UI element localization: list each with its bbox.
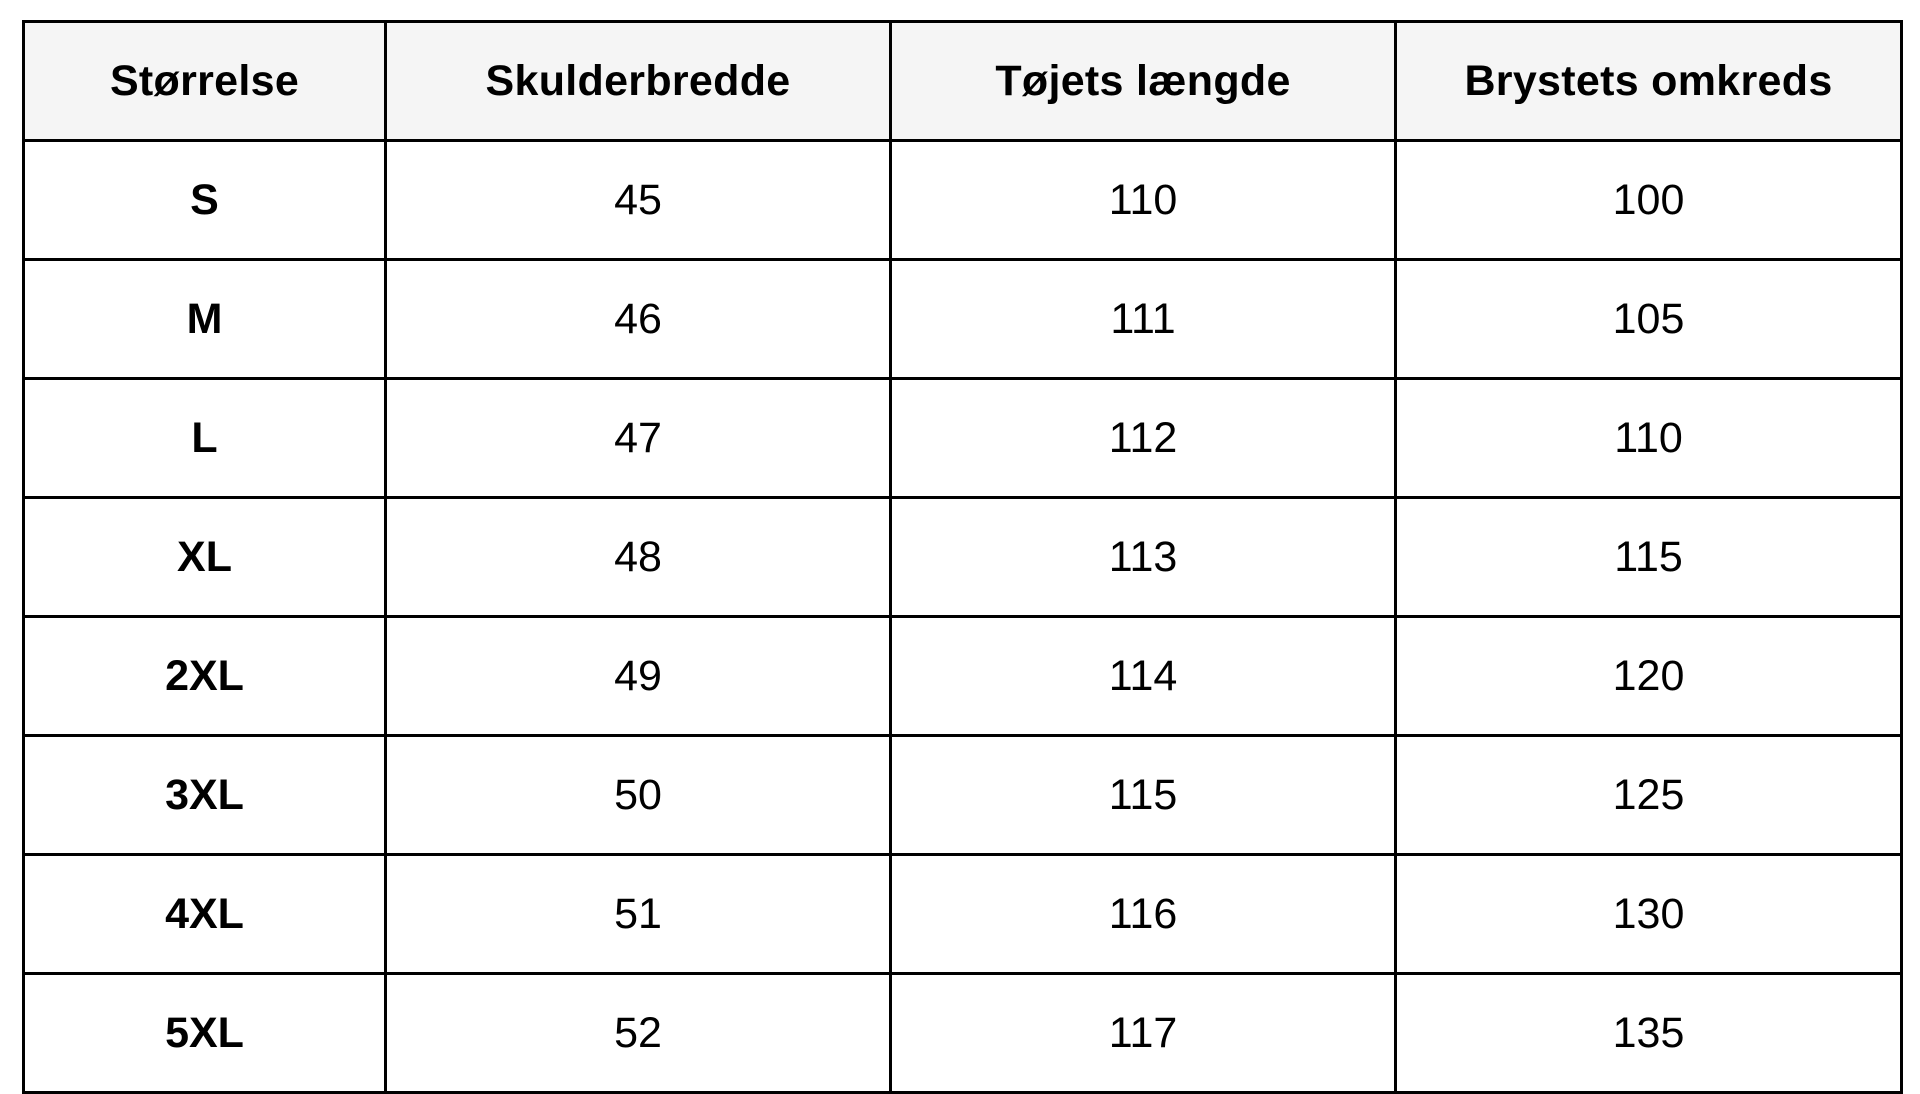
length-cell: 115	[889, 734, 1397, 856]
chest-cell: 110	[1394, 377, 1903, 499]
chest-cell: 130	[1394, 853, 1903, 975]
length-cell: 110	[889, 139, 1397, 261]
length-cell: 113	[889, 496, 1397, 618]
table-row: 4XL 51 116 130	[22, 853, 1903, 975]
length-cell: 114	[889, 615, 1397, 737]
chest-cell: 100	[1394, 139, 1903, 261]
table-row: 5XL 52 117 135	[22, 972, 1903, 1094]
size-cell: 5XL	[22, 972, 387, 1094]
size-cell: 2XL	[22, 615, 387, 737]
length-cell: 117	[889, 972, 1397, 1094]
chest-cell: 115	[1394, 496, 1903, 618]
size-cell: M	[22, 258, 387, 380]
table-row: 2XL 49 114 120	[22, 615, 1903, 737]
column-header-chest-circumference: Brystets omkreds	[1394, 20, 1903, 142]
length-cell: 111	[889, 258, 1397, 380]
table-row: M 46 111 105	[22, 258, 1903, 380]
shoulder-cell: 45	[384, 139, 892, 261]
length-cell: 112	[889, 377, 1397, 499]
size-chart-table: Størrelse Skulderbredde Tøjets længde Br…	[22, 20, 1903, 1094]
shoulder-cell: 50	[384, 734, 892, 856]
header-row: Størrelse Skulderbredde Tøjets længde Br…	[22, 20, 1903, 142]
chest-cell: 125	[1394, 734, 1903, 856]
size-cell: 3XL	[22, 734, 387, 856]
shoulder-cell: 47	[384, 377, 892, 499]
size-cell: S	[22, 139, 387, 261]
size-cell: XL	[22, 496, 387, 618]
shoulder-cell: 52	[384, 972, 892, 1094]
chest-cell: 120	[1394, 615, 1903, 737]
column-header-size: Størrelse	[22, 20, 387, 142]
table-row: XL 48 113 115	[22, 496, 1903, 618]
column-header-shoulder-width: Skulderbredde	[384, 20, 892, 142]
shoulder-cell: 46	[384, 258, 892, 380]
shoulder-cell: 51	[384, 853, 892, 975]
shoulder-cell: 48	[384, 496, 892, 618]
size-cell: 4XL	[22, 853, 387, 975]
table-row: S 45 110 100	[22, 139, 1903, 261]
length-cell: 116	[889, 853, 1397, 975]
size-cell: L	[22, 377, 387, 499]
chest-cell: 135	[1394, 972, 1903, 1094]
column-header-garment-length: Tøjets længde	[889, 20, 1397, 142]
table-row: 3XL 50 115 125	[22, 734, 1903, 856]
shoulder-cell: 49	[384, 615, 892, 737]
chest-cell: 105	[1394, 258, 1903, 380]
table-row: L 47 112 110	[22, 377, 1903, 499]
